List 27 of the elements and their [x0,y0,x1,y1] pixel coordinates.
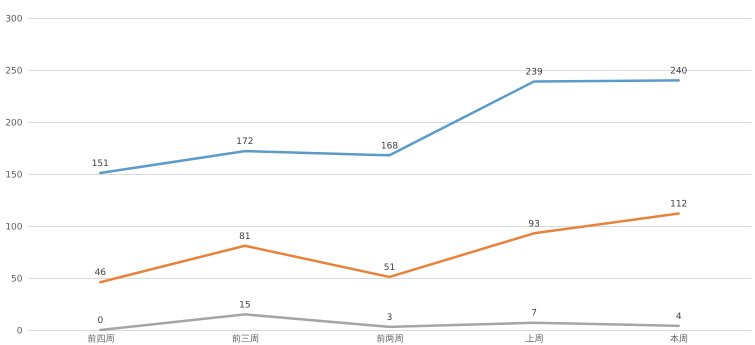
data-label: 81 [239,232,251,242]
data-label: 172 [236,137,254,148]
data-label: 151 [92,158,109,169]
data-label: 3 [386,312,392,323]
data-label: 15 [239,300,251,310]
y-tick-label: 100 [5,222,23,232]
data-label: 4 [676,312,682,322]
data-label: 93 [528,219,540,230]
data-label: 51 [384,262,396,273]
y-tick-label: 200 [5,118,23,128]
x-tick-label: 上周 [526,334,544,344]
y-tick-label: 150 [5,170,23,180]
x-tick-label: 本周 [670,334,688,344]
x-tick-label: 前两周 [376,334,404,344]
x-tick-label: 前四周 [87,334,114,344]
data-label: 112 [670,200,688,210]
data-label: 168 [380,141,398,152]
data-label: 7 [531,308,537,319]
data-label: 0 [97,316,104,326]
data-label: 239 [526,67,543,78]
data-label: 240 [670,66,688,76]
y-tick-label: 300 [5,14,23,24]
y-tick-label: 250 [5,66,23,76]
y-tick-label: 50 [11,274,23,284]
x-tick-label: 前三周 [232,334,259,344]
y-tick-label: 0 [16,326,23,336]
data-label: 46 [94,268,106,278]
